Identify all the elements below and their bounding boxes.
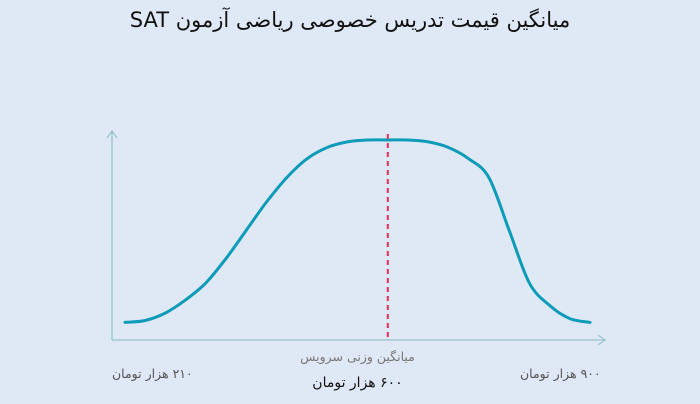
x-max-label: ۹۰۰ هزار تومان xyxy=(520,366,601,381)
chart-title: میانگین قیمت تدریس خصوصی ریاضی آزمون SAT xyxy=(129,8,571,32)
y-axis-arrow xyxy=(106,129,118,139)
reference-line-value: ۶۰۰ هزار تومان xyxy=(312,375,403,391)
distribution-curve xyxy=(123,138,592,324)
x-min-label: ۲۱۰ هزار تومان xyxy=(112,366,193,381)
x-axis-arrow xyxy=(597,334,607,346)
reference-line-label: میانگین وزنی سرویس xyxy=(300,349,415,364)
